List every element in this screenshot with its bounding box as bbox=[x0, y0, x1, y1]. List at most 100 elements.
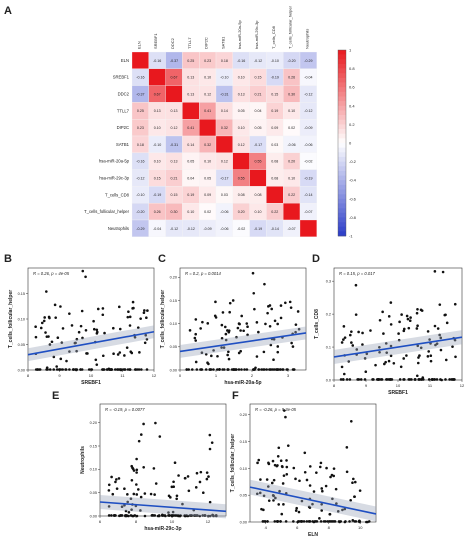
data-point bbox=[95, 330, 99, 334]
data-point bbox=[118, 351, 122, 354]
data-point bbox=[272, 368, 276, 371]
colorbar-segment bbox=[338, 63, 346, 69]
heatmap-cell-label: -0.02 bbox=[237, 227, 245, 231]
data-point bbox=[211, 513, 214, 517]
heatmap-cell-label: -0.19 bbox=[254, 227, 262, 231]
data-point bbox=[220, 346, 223, 349]
data-point bbox=[233, 368, 236, 371]
data-point bbox=[126, 500, 129, 504]
data-point bbox=[319, 520, 323, 523]
data-point bbox=[158, 435, 162, 438]
data-point bbox=[137, 439, 141, 443]
data-point bbox=[118, 327, 122, 331]
data-point bbox=[36, 368, 39, 371]
data-point bbox=[56, 336, 60, 340]
data-point bbox=[199, 470, 203, 474]
data-point bbox=[436, 327, 440, 330]
heatmap-cell-label: -0.17 bbox=[220, 176, 228, 180]
data-point bbox=[128, 324, 132, 327]
data-point bbox=[245, 322, 249, 325]
data-point bbox=[340, 341, 344, 344]
data-point bbox=[220, 336, 224, 340]
data-point bbox=[234, 368, 238, 371]
regression-line bbox=[333, 336, 463, 358]
data-point bbox=[433, 378, 437, 381]
data-point bbox=[183, 476, 187, 480]
data-point bbox=[173, 461, 177, 465]
data-point bbox=[451, 345, 454, 348]
scatter-panel-f: 4 6 8 10 0.00 0.05 0.10 0.15 0.20 R = -0.26, p = … bbox=[230, 403, 377, 538]
data-point bbox=[284, 301, 287, 305]
data-point bbox=[142, 311, 146, 315]
data-point bbox=[81, 336, 84, 340]
y-tick-label: 0.10 bbox=[170, 322, 177, 326]
heatmap-cell-label: -0.20 bbox=[287, 59, 295, 63]
data-point bbox=[60, 341, 64, 344]
data-point bbox=[152, 467, 156, 470]
heatmap-cell-label: 0.15 bbox=[255, 76, 262, 80]
colorbar-segment bbox=[338, 203, 346, 209]
data-point bbox=[126, 493, 129, 496]
x-tick-label: 10 bbox=[396, 383, 401, 388]
y-axis-label: Neutrophils bbox=[80, 446, 86, 474]
heatmap-cell-label: 0.23 bbox=[204, 59, 211, 63]
data-point bbox=[274, 368, 278, 371]
heatmap-cell-label: -0.16 bbox=[136, 160, 144, 164]
data-point bbox=[279, 368, 282, 371]
heatmap-row-label: ELN bbox=[121, 58, 129, 63]
data-point bbox=[157, 514, 161, 518]
data-point bbox=[42, 319, 46, 323]
data-point bbox=[255, 355, 259, 358]
heatmap-cell-label: 0.15 bbox=[271, 92, 278, 96]
data-point bbox=[208, 514, 212, 518]
data-point bbox=[352, 477, 355, 481]
data-point bbox=[291, 345, 295, 348]
scatter-points bbox=[34, 269, 149, 372]
data-point bbox=[433, 324, 437, 328]
data-point bbox=[388, 378, 392, 381]
data-point bbox=[318, 517, 321, 520]
correlation-annotation: R = 0.2, p = 0.0014 bbox=[185, 271, 222, 276]
data-point bbox=[270, 481, 274, 485]
x-tick-label: 3 bbox=[287, 373, 290, 378]
data-point bbox=[279, 459, 283, 462]
heatmap-col-label: DIP2C bbox=[204, 37, 209, 49]
heatmap-cell-label: 0.09 bbox=[271, 126, 278, 130]
colorbar-segment bbox=[338, 152, 346, 158]
data-point bbox=[130, 479, 134, 482]
data-point bbox=[280, 512, 284, 516]
x-tick-label: 8 bbox=[333, 383, 336, 388]
data-point bbox=[115, 478, 118, 481]
heatmap-cell-label: -0.37 bbox=[136, 92, 144, 96]
data-point bbox=[363, 357, 367, 360]
data-point bbox=[64, 368, 67, 371]
x-tick-label: 2 bbox=[251, 373, 254, 378]
data-point bbox=[389, 354, 393, 358]
data-point bbox=[406, 317, 410, 321]
colorbar-tick-label: 0.2 bbox=[349, 122, 355, 127]
data-point bbox=[257, 368, 261, 371]
data-point bbox=[320, 509, 324, 512]
data-point bbox=[331, 497, 334, 501]
colorbar-segment bbox=[338, 68, 346, 74]
heatmap-cell bbox=[131, 51, 149, 69]
data-point bbox=[61, 327, 65, 330]
data-point bbox=[228, 310, 231, 314]
data-point bbox=[322, 520, 326, 523]
heatmap-cell-label: 0.55 bbox=[255, 160, 262, 164]
data-point bbox=[139, 433, 143, 436]
data-point bbox=[303, 451, 307, 455]
data-point bbox=[325, 466, 328, 470]
heatmap-cell-label: 0.10 bbox=[238, 76, 245, 80]
data-point bbox=[139, 495, 143, 499]
data-point bbox=[107, 505, 111, 508]
data-point bbox=[126, 368, 130, 371]
heatmap-cell-label: -0.12 bbox=[170, 227, 178, 231]
heatmap-cell-label: 0.26 bbox=[288, 76, 295, 80]
panel-label-d: D bbox=[312, 253, 320, 265]
data-point bbox=[107, 514, 111, 517]
x-tick-label: 10 bbox=[89, 373, 94, 378]
colorbar-tick-label: 0.6 bbox=[349, 85, 355, 90]
x-tick-label: 0 bbox=[179, 373, 182, 378]
data-point bbox=[205, 477, 209, 481]
